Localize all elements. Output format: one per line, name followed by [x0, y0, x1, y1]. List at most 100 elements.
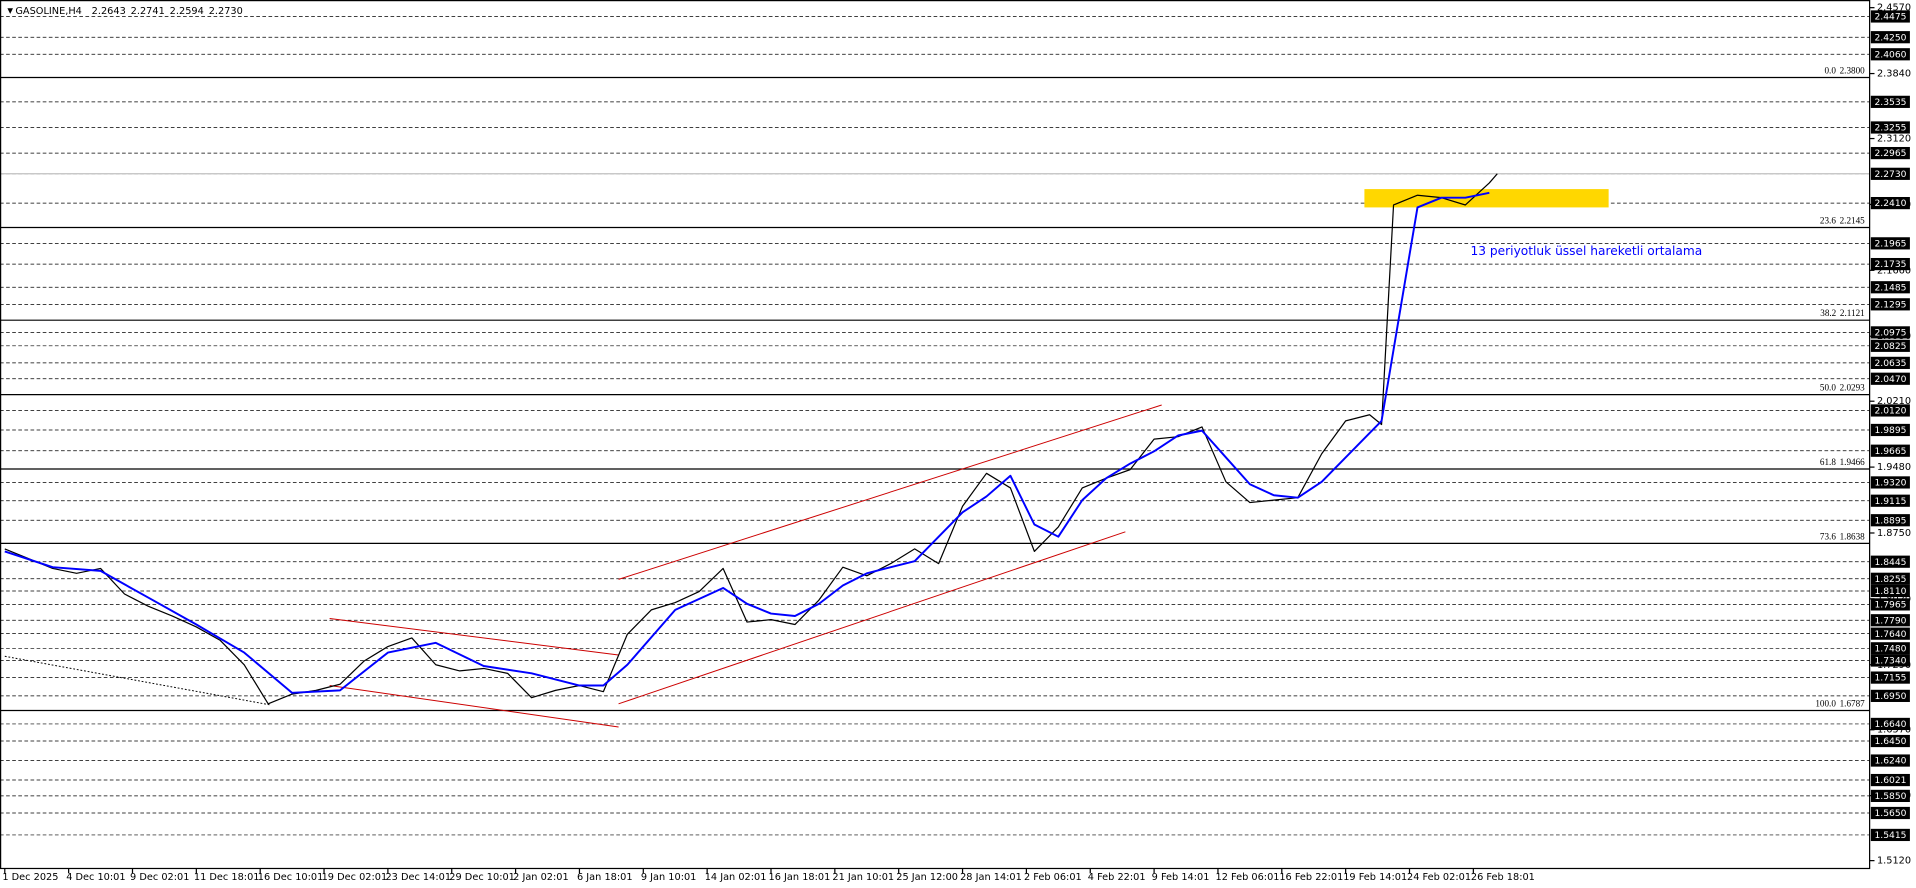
level-label: 1.6240 [1875, 757, 1907, 767]
level-label: 1.7640 [1875, 630, 1907, 640]
trendline [618, 404, 1162, 580]
level-label-box [1870, 237, 1910, 250]
level-label: 2.0825 [1875, 342, 1907, 352]
level-label-box [1870, 671, 1910, 684]
level-label: 1.6950 [1875, 692, 1907, 702]
fib-price: 1.6787 [1840, 699, 1866, 709]
level-label-box [1870, 555, 1910, 568]
fib-label: 61.8 1.9466 [1820, 457, 1865, 467]
y-tick-label: 1.5120 [1877, 856, 1911, 867]
x-tick-label: 4 Feb 22:01 [1088, 872, 1146, 883]
level-label-box [1870, 146, 1910, 160]
level-label: 1.9895 [1875, 426, 1907, 436]
level-label: 1.8110 [1875, 587, 1907, 597]
level-label: 2.4060 [1875, 50, 1907, 60]
level-label-box [1870, 598, 1910, 611]
x-tick-label: 26 Feb 18:01 [1471, 872, 1535, 883]
fib-level: 23.6 [1820, 215, 1836, 225]
level-label: 1.5415 [1875, 831, 1907, 841]
level-label-box [1870, 734, 1910, 748]
level-label: 1.8255 [1875, 575, 1907, 585]
y-tick-label: 1.8750 [1877, 528, 1911, 539]
x-tick-label: 16 Jan 18:01 [769, 872, 831, 883]
x-tick-label: 14 Jan 02:01 [705, 872, 767, 883]
x-tick-label: 21 Jan 10:01 [832, 872, 894, 883]
level-label-box [1870, 48, 1910, 61]
chart-header: ▼ GASOLINE,H4 2.2643 2.2741 2.2594 2.2730 [7, 6, 243, 17]
fib-level: 73.6 [1820, 531, 1836, 541]
level-label-box [1870, 828, 1910, 842]
level-label-box [1870, 121, 1910, 134]
level-label: 2.2410 [1875, 199, 1907, 209]
fib-price: 2.2145 [1840, 215, 1866, 225]
x-tick-label: 2 Jan 02:01 [513, 872, 569, 883]
level-label-box [1870, 614, 1910, 627]
level-label-box [1870, 356, 1910, 369]
level-label-box [1870, 95, 1910, 108]
x-tick-label: 2 Feb 06:01 [1024, 872, 1082, 883]
fib-label: 0.0 2.3800 [1824, 65, 1865, 75]
ohlc-value: 2.2594 [170, 6, 204, 17]
fib-price: 2.1121 [1840, 308, 1865, 318]
level-label-box [1870, 572, 1910, 585]
level-label: 2.4475 [1875, 13, 1907, 23]
level-label-box [1870, 806, 1910, 820]
level-label-box [1870, 642, 1910, 655]
menu-icon: ▼ [7, 6, 13, 15]
x-tick-label: 23 Dec 14:01 [385, 872, 451, 883]
y-tick-label: 2.3120 [1877, 134, 1911, 145]
level-label: 1.7480 [1875, 644, 1907, 654]
x-tick-label: 19 Feb 14:01 [1343, 872, 1407, 883]
x-tick-label: 9 Feb 14:01 [1152, 872, 1210, 883]
level-label: 2.2730 [1875, 170, 1907, 180]
level-label-box [1870, 444, 1910, 457]
fib-level: 0.0 [1824, 65, 1836, 75]
level-label: 2.0120 [1875, 407, 1907, 417]
level-label: 2.1485 [1875, 283, 1907, 293]
x-tick-label: 9 Dec 02:01 [130, 872, 189, 883]
level-label: 1.8445 [1875, 558, 1907, 568]
level-label: 1.7965 [1875, 601, 1907, 611]
x-tick-label: 25 Jan 12:00 [896, 872, 958, 883]
y-tick-label: 1.9480 [1877, 462, 1911, 473]
fib-label: 50.0 2.0293 [1820, 383, 1865, 393]
x-tick-label: 6 Jan 18:01 [577, 872, 633, 883]
level-label: 1.6021 [1875, 776, 1907, 786]
fib-level: 100.0 [1815, 699, 1836, 709]
fib-price: 1.9466 [1840, 457, 1866, 467]
level-label: 2.1965 [1875, 239, 1907, 249]
indicator-label: 13 periyotluk üssel hareketli ortalama [1471, 244, 1703, 258]
level-label-box [1870, 196, 1910, 210]
level-label: 1.5650 [1875, 809, 1907, 819]
level-label: 2.0635 [1875, 359, 1907, 369]
level-label: 1.8895 [1875, 516, 1907, 526]
fib-price: 2.3800 [1840, 65, 1866, 75]
x-tick-label: 24 Feb 02:01 [1407, 872, 1471, 883]
trendline [329, 617, 619, 656]
ohlc-value: 2.2730 [209, 6, 243, 17]
x-tick-label: 1 Dec 2025 [2, 872, 58, 883]
level-label: 1.9115 [1875, 497, 1907, 507]
level-label-box [1870, 298, 1910, 311]
trendline [4, 655, 272, 706]
y-tick-label: 1.6570 [1877, 725, 1911, 736]
level-label-box [1870, 773, 1910, 787]
zone [1364, 189, 1609, 208]
y-tick-label: 2.1660 [1877, 265, 1911, 276]
trendline [329, 685, 619, 728]
fib-label: 38.2 2.1121 [1820, 308, 1865, 318]
fib-price: 2.0293 [1840, 383, 1866, 393]
level-label: 2.4250 [1875, 33, 1907, 43]
fib-label: 100.0 1.6787 [1815, 699, 1865, 709]
fib-level: 50.0 [1820, 383, 1836, 393]
y-tick-label: 2.4570 [1877, 3, 1911, 14]
level-label-box [1870, 326, 1910, 339]
level-label-box [1870, 654, 1910, 667]
fib-label: 23.6 2.2145 [1820, 215, 1865, 225]
level-label: 2.3255 [1875, 124, 1907, 134]
level-label: 1.5850 [1875, 792, 1907, 802]
level-label: 2.0975 [1875, 329, 1907, 339]
